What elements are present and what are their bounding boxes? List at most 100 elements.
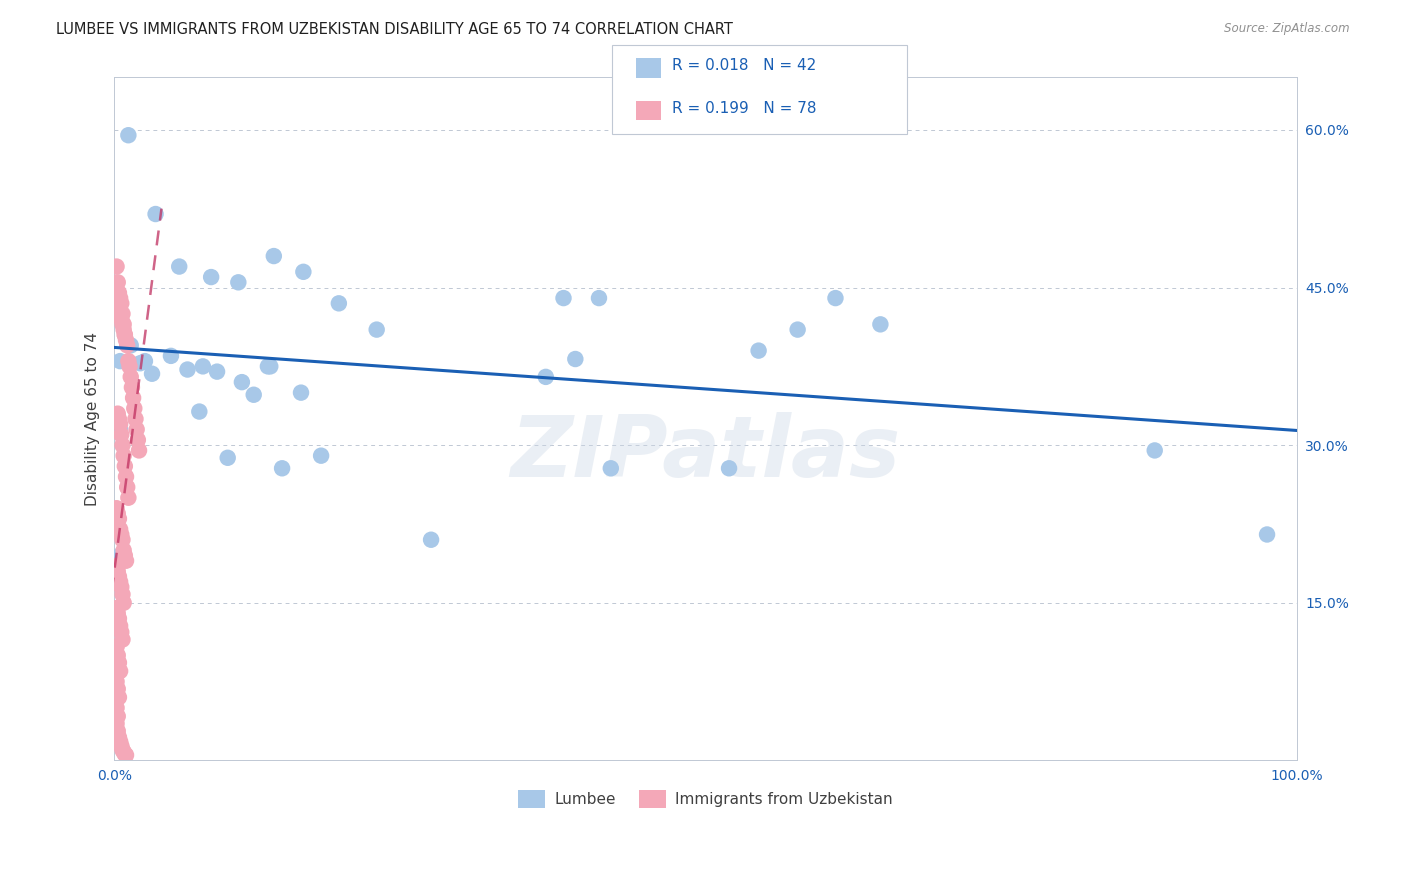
- Point: [1143, 443, 1166, 458]
- Point: [108, 664, 131, 678]
- Point: [217, 450, 239, 465]
- Point: [107, 564, 129, 578]
- Point: [105, 559, 128, 574]
- Point: [328, 296, 350, 310]
- Point: [107, 723, 129, 738]
- Point: [108, 417, 131, 432]
- Point: [107, 607, 129, 621]
- Y-axis label: Disability Age 65 to 74: Disability Age 65 to 74: [86, 332, 100, 506]
- Point: [115, 469, 138, 483]
- Point: [145, 207, 167, 221]
- Point: [108, 422, 131, 436]
- Point: [534, 370, 557, 384]
- Point: [786, 323, 808, 337]
- Point: [108, 291, 131, 305]
- Point: [117, 491, 139, 505]
- Point: [228, 276, 250, 290]
- Point: [105, 601, 128, 615]
- Point: [125, 422, 148, 436]
- Point: [824, 291, 846, 305]
- Point: [869, 318, 891, 332]
- Point: [748, 343, 770, 358]
- Point: [105, 640, 128, 654]
- Point: [105, 674, 128, 689]
- Point: [108, 301, 131, 316]
- Point: [231, 375, 253, 389]
- Point: [105, 716, 128, 731]
- Point: [112, 323, 135, 337]
- Point: [309, 449, 332, 463]
- Point: [114, 459, 136, 474]
- Point: [108, 731, 131, 745]
- Point: [108, 549, 131, 563]
- Point: [120, 370, 142, 384]
- Point: [111, 307, 134, 321]
- Point: [112, 318, 135, 332]
- Point: [110, 427, 132, 442]
- Point: [118, 359, 141, 374]
- Point: [117, 354, 139, 368]
- Point: [160, 349, 183, 363]
- Point: [105, 260, 128, 274]
- Text: R = 0.199   N = 78: R = 0.199 N = 78: [672, 101, 817, 116]
- Point: [105, 296, 128, 310]
- Point: [107, 407, 129, 421]
- Point: [141, 367, 163, 381]
- Point: [111, 318, 134, 332]
- Point: [120, 338, 142, 352]
- Point: [107, 709, 129, 723]
- Point: [564, 351, 586, 366]
- Point: [108, 734, 131, 748]
- Point: [105, 501, 128, 516]
- Point: [115, 338, 138, 352]
- Point: [110, 312, 132, 326]
- Point: [129, 356, 152, 370]
- Point: [553, 291, 575, 305]
- Point: [111, 632, 134, 647]
- Point: [110, 625, 132, 640]
- Point: [259, 359, 281, 374]
- Point: [111, 533, 134, 547]
- Point: [115, 480, 138, 494]
- Text: R = 0.018   N = 42: R = 0.018 N = 42: [672, 58, 817, 73]
- Point: [191, 359, 214, 374]
- Point: [108, 619, 131, 633]
- Point: [107, 681, 129, 696]
- Point: [111, 743, 134, 757]
- Point: [111, 438, 134, 452]
- Point: [112, 745, 135, 759]
- Point: [1256, 527, 1278, 541]
- Point: [115, 748, 138, 763]
- Point: [108, 569, 131, 583]
- Point: [105, 701, 128, 715]
- Point: [107, 648, 129, 663]
- Point: [110, 580, 132, 594]
- Point: [167, 260, 190, 274]
- Point: [292, 265, 315, 279]
- Point: [112, 543, 135, 558]
- Point: [114, 327, 136, 342]
- Point: [420, 533, 443, 547]
- Text: ZIPatlas: ZIPatlas: [510, 411, 900, 494]
- Point: [117, 128, 139, 143]
- Point: [263, 249, 285, 263]
- Text: Source: ZipAtlas.com: Source: ZipAtlas.com: [1225, 22, 1350, 36]
- Point: [242, 388, 264, 402]
- Point: [124, 412, 146, 426]
- Point: [111, 587, 134, 601]
- Point: [110, 739, 132, 753]
- Point: [128, 443, 150, 458]
- Point: [122, 391, 145, 405]
- Point: [588, 291, 610, 305]
- Point: [108, 354, 131, 368]
- Text: LUMBEE VS IMMIGRANTS FROM UZBEKISTAN DISABILITY AGE 65 TO 74 CORRELATION CHART: LUMBEE VS IMMIGRANTS FROM UZBEKISTAN DIS…: [56, 22, 733, 37]
- Point: [108, 285, 131, 300]
- Point: [108, 574, 131, 589]
- Point: [108, 690, 131, 705]
- Point: [121, 380, 143, 394]
- Point: [112, 449, 135, 463]
- Point: [114, 327, 136, 342]
- Point: [188, 404, 211, 418]
- Point: [115, 554, 138, 568]
- Point: [205, 365, 228, 379]
